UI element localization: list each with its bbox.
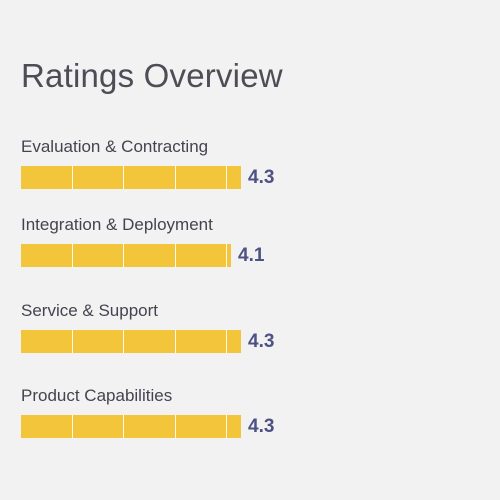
bar-divider <box>226 244 227 267</box>
bar-divider <box>175 415 176 438</box>
rating-bar-fill <box>21 330 241 353</box>
rating-value: 4.3 <box>248 416 275 437</box>
rating-label: Service & Support <box>21 301 159 320</box>
rating-bar <box>21 415 277 438</box>
rating-bar <box>21 330 277 353</box>
rating-bar-fill <box>21 244 231 267</box>
rating-row-service-support: Service & Support 4.3 <box>21 301 481 363</box>
rating-label: Evaluation & Contracting <box>21 137 209 156</box>
rating-row-evaluation-contracting: Evaluation & Contracting 4.3 <box>21 137 481 199</box>
bar-divider <box>123 415 124 438</box>
rating-label: Integration & Deployment <box>21 215 213 234</box>
bar-divider <box>226 166 227 189</box>
bar-divider <box>72 415 73 438</box>
bar-divider <box>175 166 176 189</box>
bar-divider <box>226 330 227 353</box>
rating-value: 4.1 <box>238 245 265 266</box>
bar-divider <box>72 166 73 189</box>
bar-divider <box>123 166 124 189</box>
bar-divider <box>226 415 227 438</box>
bar-divider <box>175 244 176 267</box>
rating-bar-fill <box>21 166 241 189</box>
rating-bar-fill <box>21 415 241 438</box>
rating-bar <box>21 244 277 267</box>
page-title: Ratings Overview <box>21 57 283 94</box>
bar-divider <box>72 244 73 267</box>
rating-label: Product Capabilities <box>21 386 173 405</box>
bar-divider <box>123 330 124 353</box>
bar-divider <box>123 244 124 267</box>
rating-bar <box>21 166 277 189</box>
rating-value: 4.3 <box>248 331 275 352</box>
rating-row-integration-deployment: Integration & Deployment 4.1 <box>21 215 481 277</box>
rating-value: 4.3 <box>248 167 275 188</box>
bar-divider <box>175 330 176 353</box>
rating-row-product-capabilities: Product Capabilities 4.3 <box>21 386 481 448</box>
bar-divider <box>72 330 73 353</box>
